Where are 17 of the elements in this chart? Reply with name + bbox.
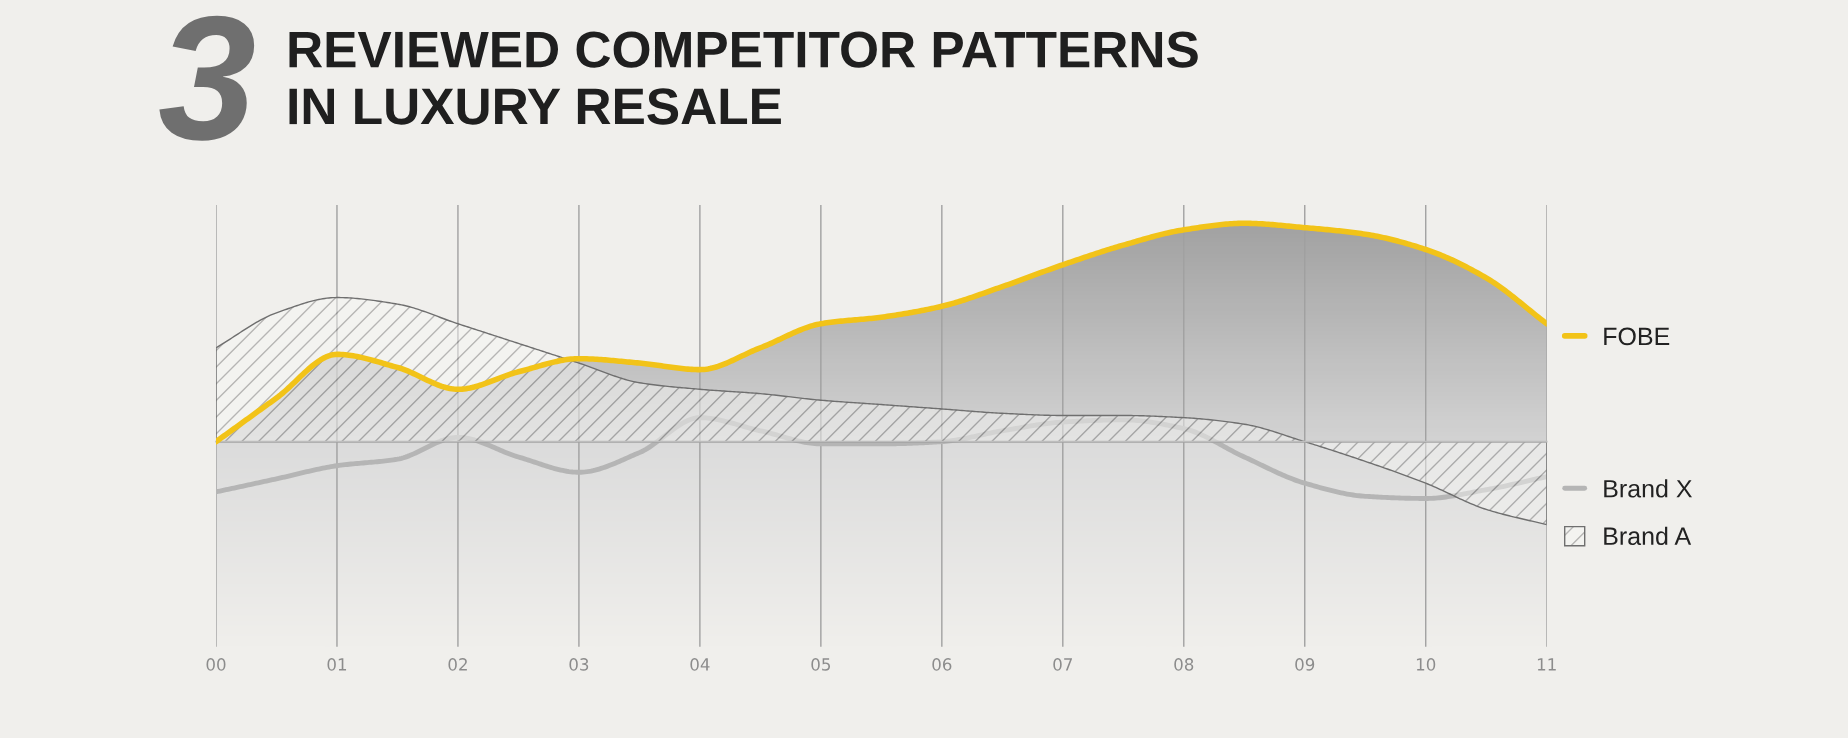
x-tick-label: 08 [1174,658,1194,671]
x-tick-label: 00 [206,658,226,671]
x-tick-label: 02 [448,658,467,671]
x-tick-label: 01 [327,658,347,671]
legend-label: Brand A [1604,526,1692,546]
chart-title: REVIEWED COMPETITOR PATTERNS IN LUXURY RESALE [289,31,1198,125]
x-tick-label: 05 [811,658,831,671]
x-tick-label: 07 [1053,658,1072,671]
x-tick-label: 10 [1416,658,1436,671]
legend-label: FOBE [1604,327,1670,346]
x-tick-label: 11 [1537,658,1556,671]
x-tick-label: 03 [569,658,589,671]
legend-label: Brand X [1604,479,1693,498]
x-tick-label: 09 [1295,658,1315,671]
x-tick-label: 04 [690,658,710,671]
x-tick-label: 06 [932,658,952,671]
text: 3 [159,15,255,141]
